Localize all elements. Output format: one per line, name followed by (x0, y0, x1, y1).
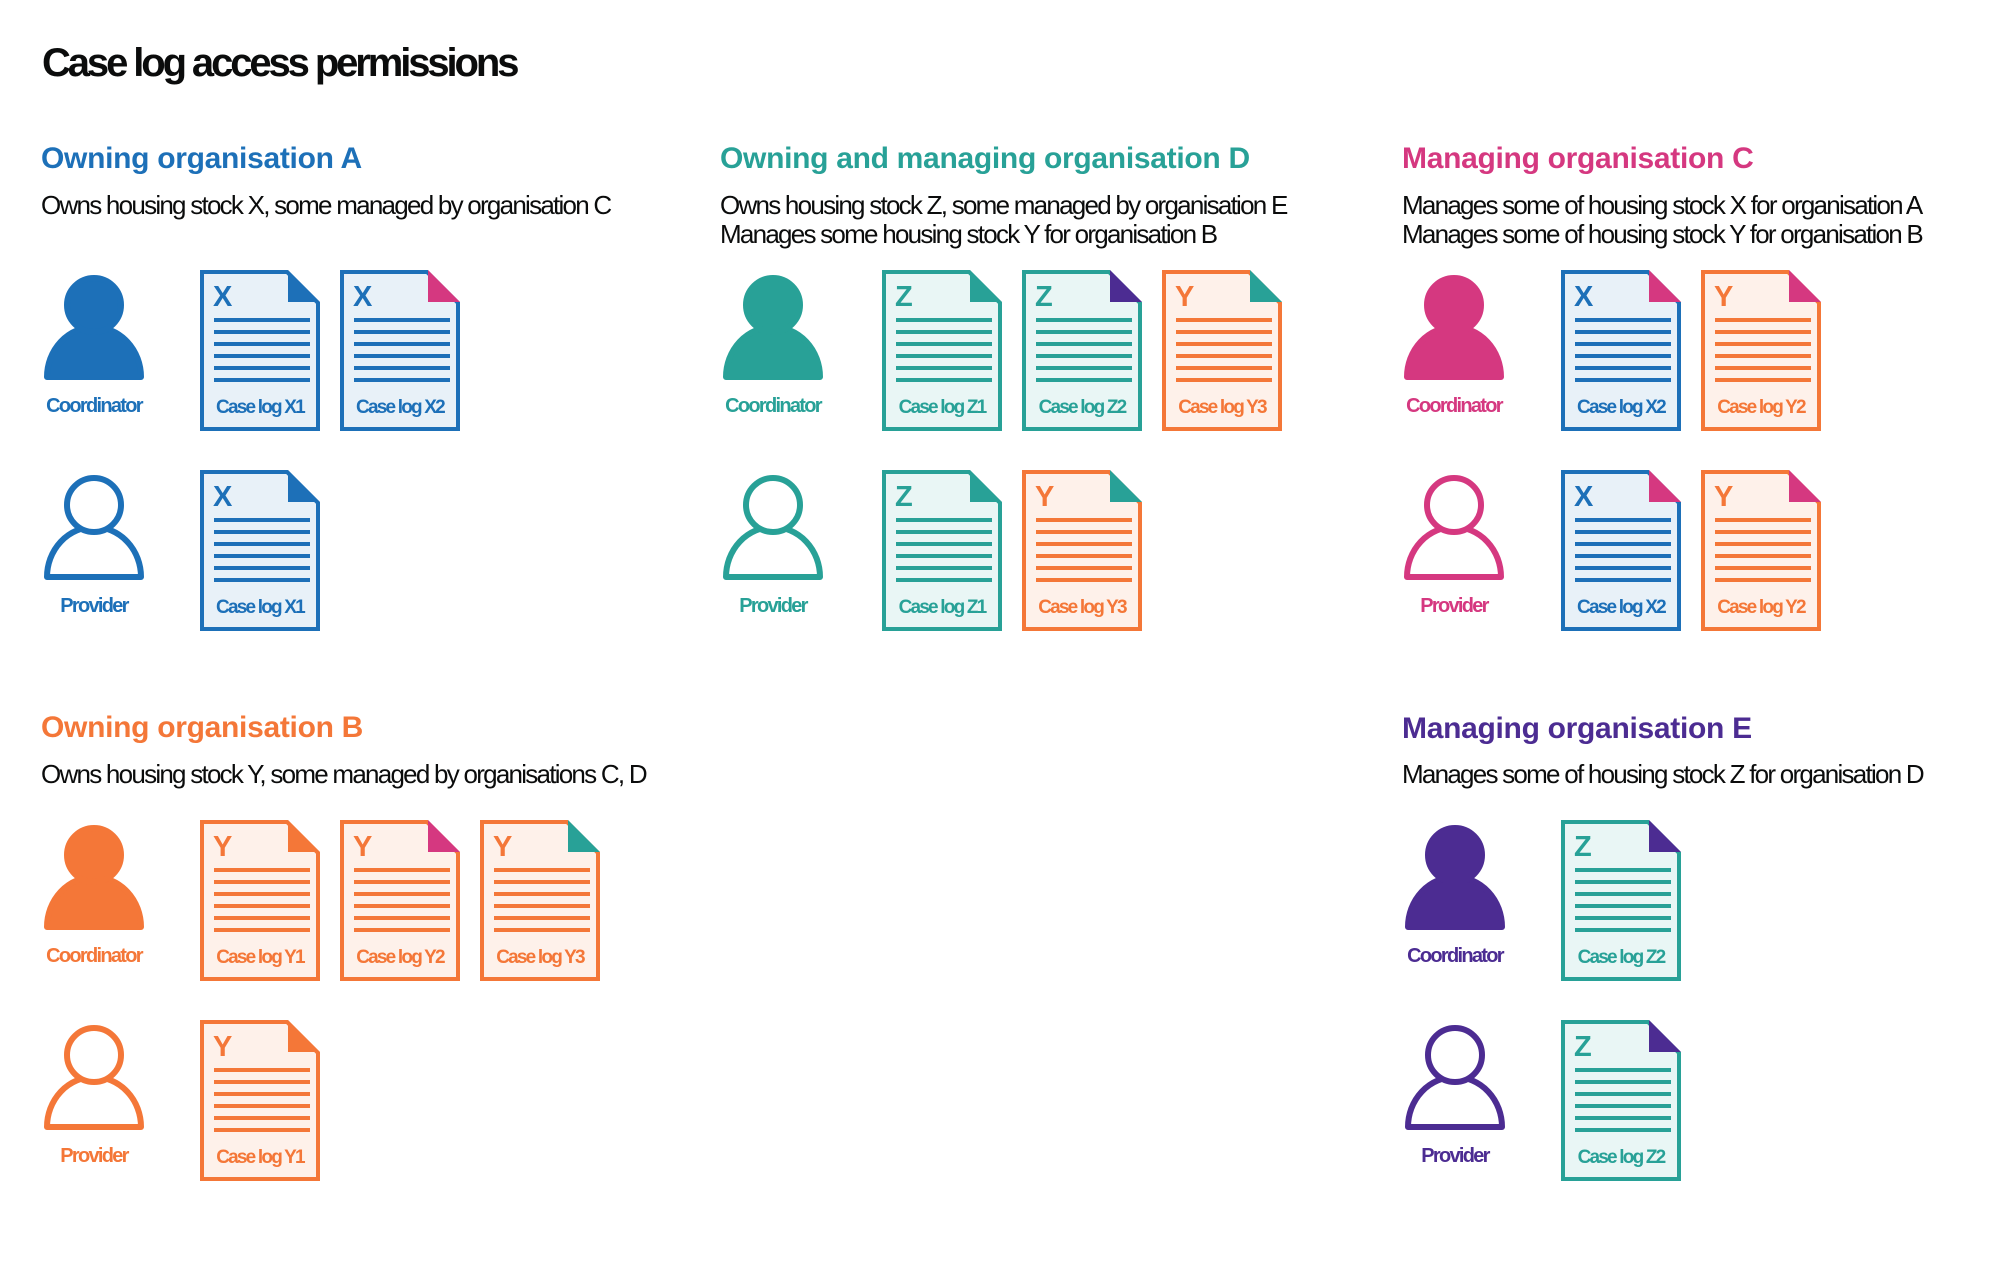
svg-text:Case log X2: Case log X2 (1577, 597, 1666, 618)
svg-text:Y: Y (213, 831, 232, 863)
svg-text:Case log Y3: Case log Y3 (496, 947, 585, 968)
svg-text:Case log X1: Case log X1 (216, 597, 306, 618)
svg-text:Case log Y3: Case log Y3 (1038, 597, 1127, 618)
svg-text:Case log X2: Case log X2 (356, 397, 445, 418)
svg-text:X: X (353, 281, 373, 313)
svg-text:Case log Z2: Case log Z2 (1578, 947, 1666, 968)
svg-text:Z: Z (895, 281, 913, 313)
svg-text:Case log X2: Case log X2 (1577, 397, 1666, 418)
svg-text:Y: Y (1714, 281, 1733, 313)
svg-text:Z: Z (1574, 1031, 1592, 1063)
svg-text:Case log Z2: Case log Z2 (1578, 1147, 1666, 1168)
svg-text:Y: Y (1035, 481, 1054, 513)
svg-text:Y: Y (353, 831, 372, 863)
svg-text:Y: Y (1714, 481, 1733, 513)
svg-text:Case log Y2: Case log Y2 (1717, 597, 1806, 618)
svg-text:Case log Y2: Case log Y2 (1717, 397, 1806, 418)
svg-text:Z: Z (1574, 831, 1592, 863)
svg-text:Y: Y (1175, 281, 1194, 313)
svg-text:Z: Z (1035, 281, 1053, 313)
svg-text:Case log Z1: Case log Z1 (899, 397, 988, 418)
svg-text:X: X (1574, 281, 1594, 313)
svg-text:Case log Z1: Case log Z1 (899, 597, 988, 618)
svg-text:Case log Y1: Case log Y1 (216, 947, 306, 968)
svg-text:Y: Y (213, 1031, 232, 1063)
svg-text:X: X (1574, 481, 1594, 513)
svg-text:Case log Y3: Case log Y3 (1178, 397, 1267, 418)
svg-text:Case log Z2: Case log Z2 (1039, 397, 1127, 418)
svg-text:Case log X1: Case log X1 (216, 397, 306, 418)
svg-text:X: X (213, 481, 233, 513)
svg-text:Case log Y2: Case log Y2 (356, 947, 445, 968)
svg-text:X: X (213, 281, 233, 313)
svg-text:Z: Z (895, 481, 913, 513)
svg-text:Case log Y1: Case log Y1 (216, 1147, 306, 1168)
svg-text:Y: Y (493, 831, 512, 863)
